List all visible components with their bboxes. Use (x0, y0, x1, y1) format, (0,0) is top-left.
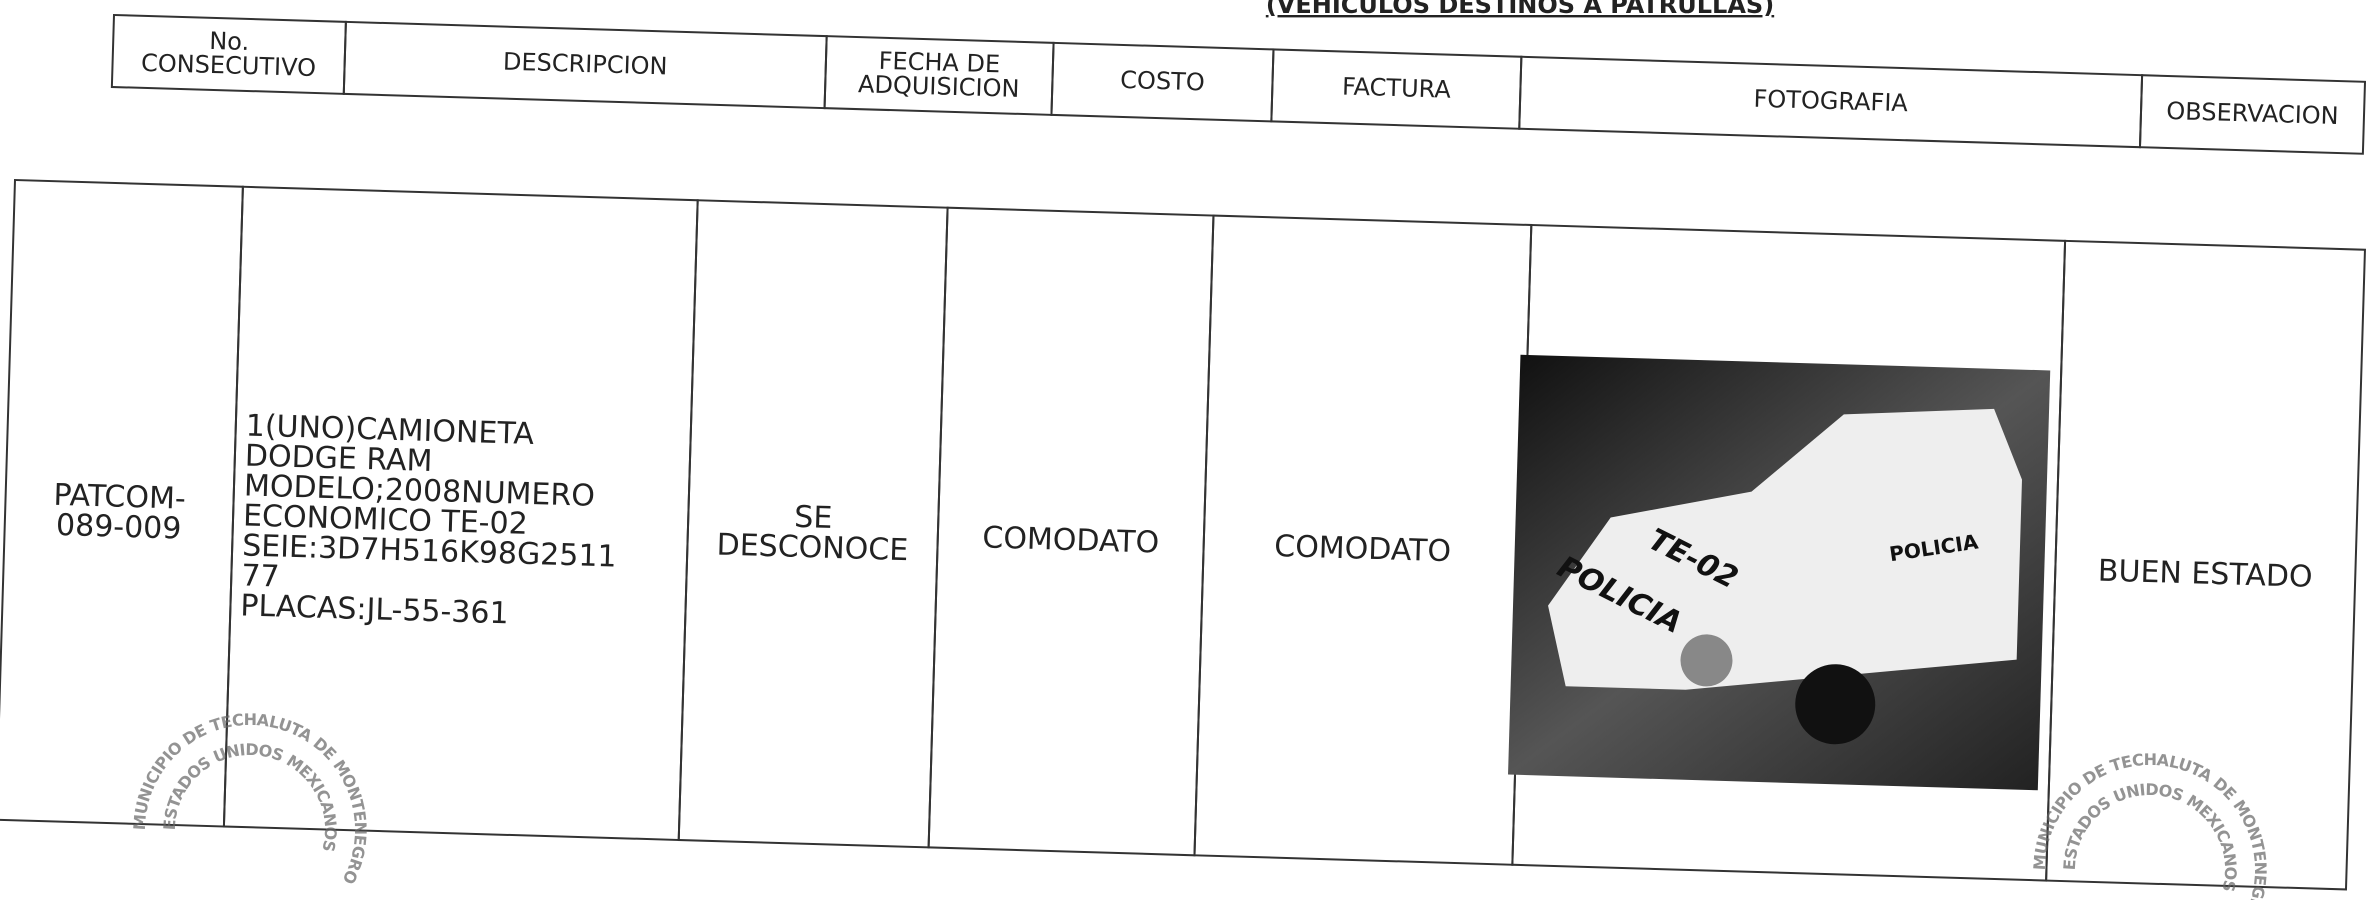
cell-text: COSTO (1120, 66, 1205, 96)
cell-text: 77 (241, 558, 280, 594)
cell-text: DODGE RAM (244, 438, 433, 479)
cell-text: FECHA DE (878, 47, 1000, 79)
page-title: (VEHICULOS DESTINOS A PATRULLAS) (1266, 0, 1774, 19)
cell-text: PATCOM- (53, 478, 186, 517)
cell-text: COMODATO (982, 520, 1160, 560)
cell-text: COMODATO (1274, 529, 1452, 569)
seal-stamp: MUNICIPIO DE TECHALUTA DE MONTENEGROESTA… (2029, 749, 2270, 900)
cell-text: BUEN ESTADO (2097, 553, 2313, 594)
cell-text: ADQUISICION (858, 70, 1020, 103)
body-cell (2045, 239, 2366, 891)
cell-text: SE (794, 500, 833, 536)
seal-stamp: MUNICIPIO DE TECHALUTA DE MONTENEGROESTA… (129, 709, 370, 887)
wheel (1795, 664, 1876, 745)
stamp-text: ESTADOS UNIDOS MEXICANOS (2059, 779, 2240, 893)
stamp-text-path: ESTADOS UNIDOS MEXICANOS (159, 739, 340, 853)
cell-text: DESCRIPCION (503, 48, 668, 81)
cell-text: 1(UNO)CAMIONETA (245, 408, 535, 452)
truck-shape (1548, 408, 2022, 690)
cell-text: 089-009 (56, 508, 182, 547)
cell-text: FACTURA (1342, 72, 1452, 103)
cell-text: PLACAS:JL-55-361 (240, 588, 509, 631)
headlight (1680, 634, 1733, 687)
cell-text: No. (209, 27, 250, 56)
header-cell (2138, 74, 2366, 155)
header-table: No.CONSECUTIVO DESCRIPCION FECHA DEADQUISI… (110, 13, 2366, 155)
stamp-text-path: ESTADOS UNIDOS MEXICANOS (2059, 779, 2240, 893)
cell-text: OBSERVACION (2166, 97, 2339, 130)
stamp-text: ESTADOS UNIDOS MEXICANOS (159, 739, 340, 853)
cell-text: SEIE:3D7H516K98G2511 (242, 528, 617, 574)
cell-text: DESCONOCE (716, 527, 909, 568)
cell-text: CONSECUTIVO (141, 49, 317, 82)
cell-text: FOTOGRAFIA (1753, 85, 1909, 118)
cell-text: ECONOMICO TE-02 (243, 498, 529, 541)
